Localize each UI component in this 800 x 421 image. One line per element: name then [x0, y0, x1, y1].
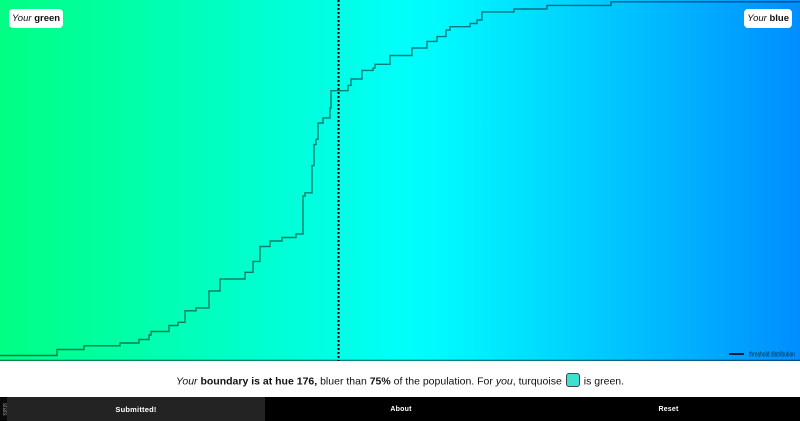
svg-text:threshold distribution: threshold distribution	[749, 352, 795, 359]
